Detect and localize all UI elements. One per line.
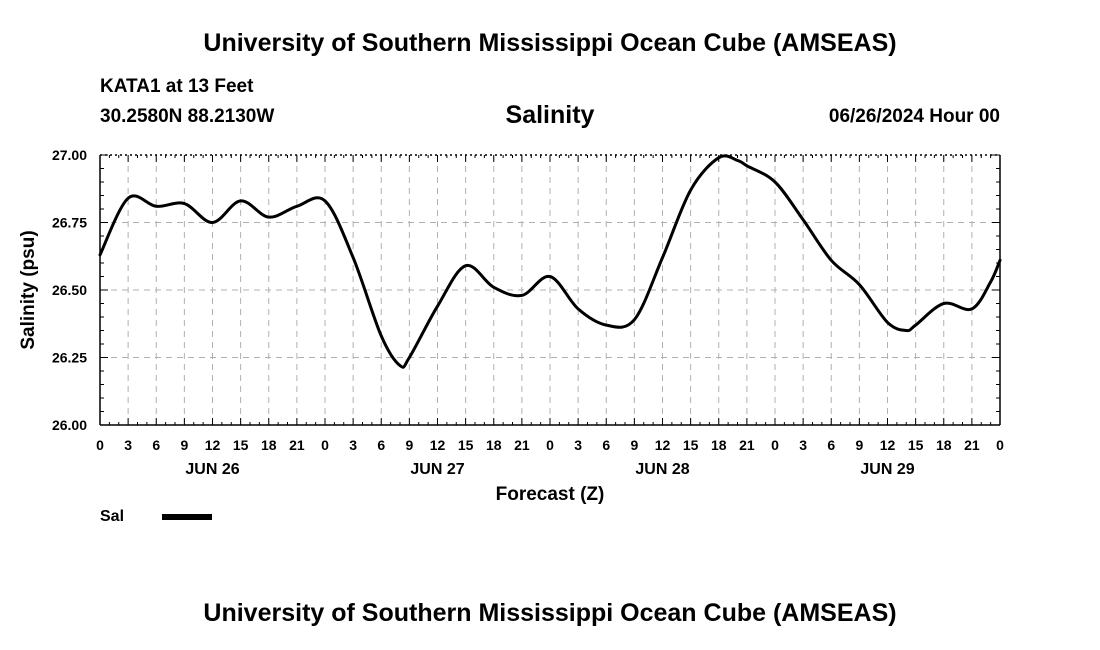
x-tick-label: 12	[430, 437, 446, 453]
x-tick-label: 0	[96, 437, 104, 453]
x-tick-label: 21	[289, 437, 305, 453]
x-tick-label: 21	[514, 437, 530, 453]
chart-subtitle: Salinity	[505, 101, 595, 129]
x-tick-label: 3	[349, 437, 357, 453]
x-tick-label: 6	[152, 437, 160, 453]
x-tick-label: 9	[405, 437, 413, 453]
station-label: KATA1 at 13 Feet	[100, 76, 254, 97]
x-tick-label: 0	[321, 437, 329, 453]
x-tick-label: 0	[996, 437, 1004, 453]
y-tick-label: 26.75	[52, 215, 87, 231]
x-tick-label: 3	[574, 437, 582, 453]
y-tick-label: 26.25	[52, 350, 87, 366]
x-tick-label: 15	[458, 437, 474, 453]
day-label: JUN 26	[185, 461, 239, 478]
x-tick-label: 18	[936, 437, 952, 453]
coordinates-label: 30.2580N 88.2130W	[100, 106, 275, 127]
x-tick-label: 3	[799, 437, 807, 453]
legend-swatch	[162, 514, 212, 520]
y-tick-label: 27.00	[52, 147, 87, 163]
x-tick-label: 0	[546, 437, 554, 453]
x-tick-label: 21	[964, 437, 980, 453]
data-layer	[98, 154, 1002, 369]
y-axis-title: Salinity (psu)	[18, 230, 39, 349]
day-label: JUN 29	[860, 461, 914, 478]
x-tick-label: 18	[486, 437, 502, 453]
axes: 0 3 6 9 12 15 18 21 0 3 6 9 12 15 18 21 0 3 6 9 12 15 18 21 0 3 6 9…	[52, 147, 1004, 478]
x-tick-label: 15	[233, 437, 249, 453]
legend-label: Sal	[100, 508, 125, 525]
x-axis-title: Forecast (Z)	[496, 484, 605, 505]
x-tick-label: 15	[683, 437, 699, 453]
x-tick-label: 21	[739, 437, 755, 453]
day-label: JUN 27	[410, 461, 464, 478]
x-tick-label: 12	[880, 437, 896, 453]
y-tick-label: 26.50	[52, 282, 87, 298]
x-tick-label: 9	[855, 437, 863, 453]
footer-title: University of Southern Mississippi Ocean…	[203, 599, 897, 627]
x-tick-label: 0	[771, 437, 779, 453]
x-tick-label: 6	[377, 437, 385, 453]
x-tick-label: 3	[124, 437, 132, 453]
x-tick-label: 15	[908, 437, 924, 453]
x-tick-label: 9	[180, 437, 188, 453]
series-line-salinity	[98, 154, 1002, 369]
x-tick-label: 6	[602, 437, 610, 453]
legend: Sal	[100, 508, 212, 526]
x-tick-label: 9	[630, 437, 638, 453]
y-tick-label: 26.00	[52, 417, 87, 433]
chart-title: University of Southern Mississippi Ocean…	[203, 29, 897, 57]
x-tick-label: 12	[655, 437, 671, 453]
x-tick-label: 6	[827, 437, 835, 453]
x-tick-label: 18	[261, 437, 277, 453]
x-tick-label: 18	[711, 437, 727, 453]
day-label: JUN 28	[635, 461, 689, 478]
x-tick-label: 12	[205, 437, 221, 453]
forecast-datetime: 06/26/2024 Hour 00	[828, 106, 1000, 127]
